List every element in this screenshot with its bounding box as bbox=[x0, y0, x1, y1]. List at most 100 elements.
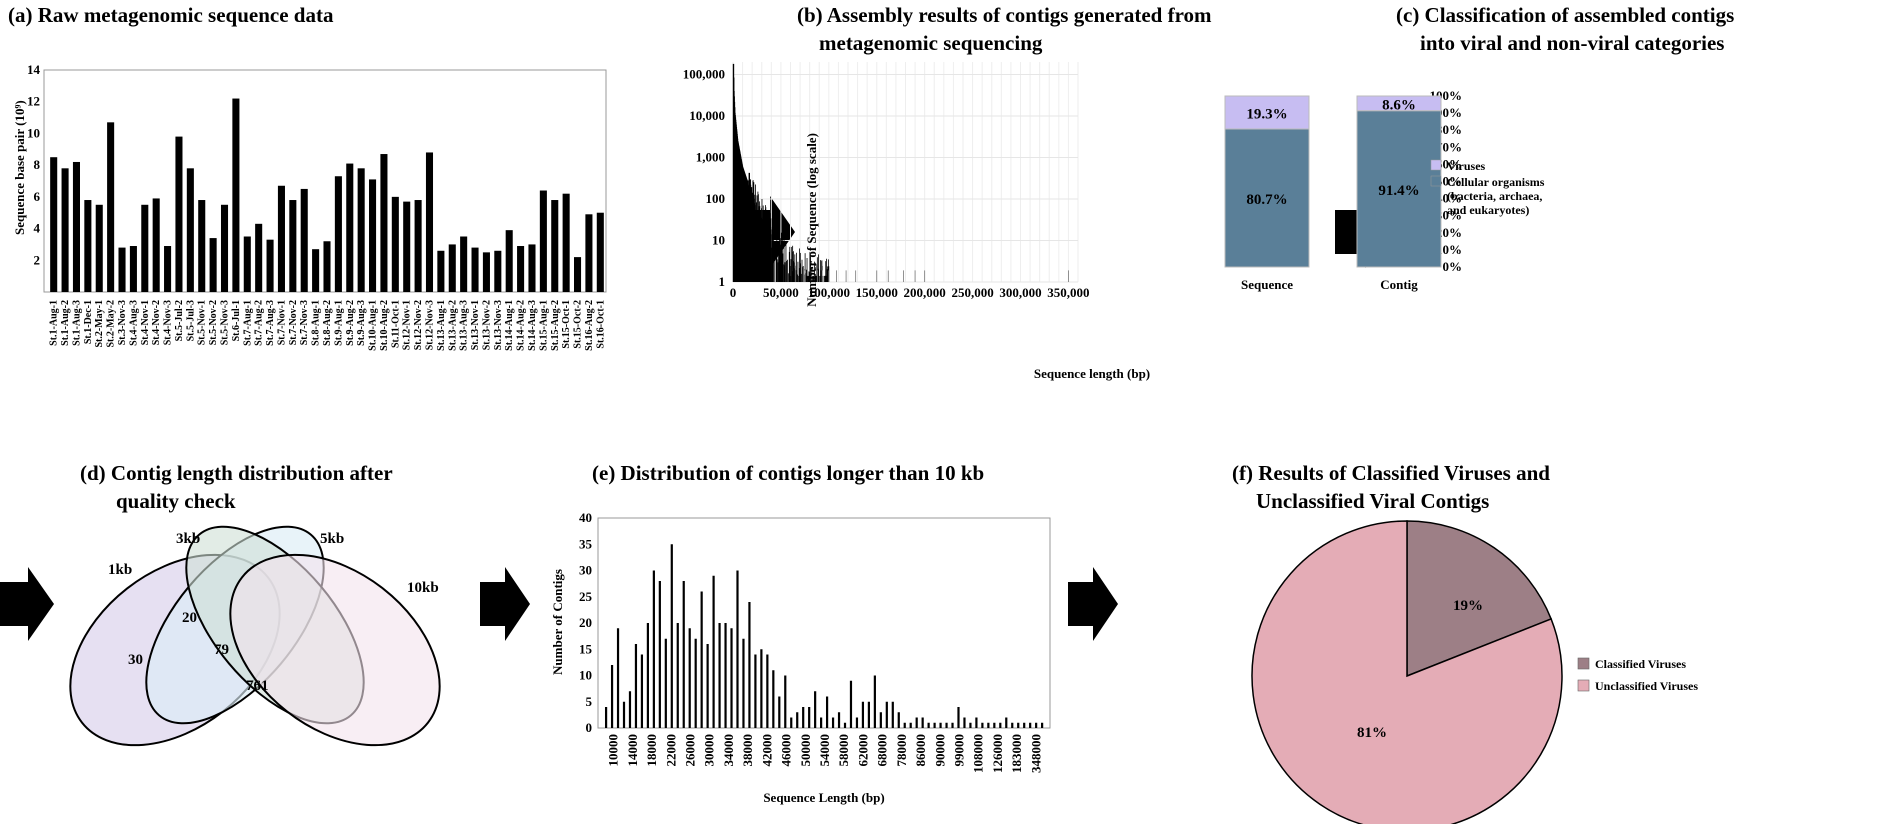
panel-a-y-label: Sequence base pair (10⁹) bbox=[12, 100, 27, 235]
y-tick-label: 14 bbox=[27, 62, 41, 77]
panel-a-y-unit: (10⁹) bbox=[12, 100, 27, 126]
bar bbox=[646, 623, 649, 728]
segment-label: 91.4% bbox=[1378, 183, 1419, 199]
bar bbox=[903, 722, 906, 728]
x-tick-label: 54000 bbox=[817, 734, 832, 767]
x-tick-label: St.7-Nov-1 bbox=[276, 300, 287, 345]
x-tick-label: St.14-Aug-1 bbox=[504, 300, 515, 351]
x-tick-label: 90000 bbox=[932, 734, 947, 767]
bar bbox=[891, 701, 894, 728]
panel-c-title-line-2: into viral and non-viral categories bbox=[1420, 31, 1724, 55]
x-tick-label: 68000 bbox=[875, 734, 890, 767]
bar bbox=[604, 707, 608, 728]
bar bbox=[243, 236, 251, 292]
bar bbox=[596, 212, 604, 292]
bar bbox=[814, 691, 817, 728]
x-tick-label: St.5-Jul-2 bbox=[174, 300, 185, 341]
panel-e-title: (e) Distribution of contigs longer than … bbox=[592, 461, 984, 485]
panel-c: (c) Classification of assembled contigs … bbox=[1224, 3, 1734, 292]
bar bbox=[403, 201, 411, 292]
panel-f-title-line-1: (f) Results of Classified Viruses and bbox=[1232, 461, 1550, 485]
panel-f-pie: 19% 81% bbox=[1251, 520, 1563, 829]
x-tick-label: St.9-Aug-2 bbox=[345, 300, 356, 346]
panel-a-bars bbox=[50, 98, 604, 293]
segment-label: 8.6% bbox=[1382, 97, 1416, 113]
x-tick-label: St.8-Aug-1 bbox=[311, 300, 322, 346]
bar bbox=[622, 701, 626, 728]
bar bbox=[784, 675, 787, 728]
venn-value-1kb-3kb: 20 bbox=[182, 610, 197, 626]
x-tick-label: St.7-Nov-3 bbox=[299, 300, 310, 345]
y-tick-label: 35 bbox=[579, 536, 593, 551]
panel-e-plot-frame bbox=[597, 517, 1051, 729]
venn-label-3kb: 3kb bbox=[176, 531, 200, 547]
y-tick-label: 50% bbox=[1436, 174, 1462, 189]
venn-value-1kb-3kb-5kb: 79 bbox=[214, 642, 229, 658]
pie-slice bbox=[1406, 520, 1553, 678]
x-tick-label: St.6-Jul-1 bbox=[231, 300, 242, 341]
bar bbox=[706, 644, 709, 728]
arrow-right-icon bbox=[480, 567, 530, 641]
bar bbox=[975, 717, 978, 728]
panel-b-title-line-1: (b) Assembly results of contigs generate… bbox=[797, 3, 1212, 27]
panel-c-title-line-1: (c) Classification of assembled contigs bbox=[1396, 3, 1734, 27]
panel-a-title: (a) Raw metagenomic sequence data bbox=[8, 3, 334, 27]
panel-e-y-ticks: 0 5 10 15 20 25 30 35 40 bbox=[579, 510, 593, 735]
bar bbox=[118, 247, 126, 292]
venn-label-5kb: 5kb bbox=[320, 531, 344, 547]
y-tick-label: 30% bbox=[1436, 208, 1462, 223]
x-tick-label: 38000 bbox=[740, 734, 755, 767]
bar bbox=[1035, 722, 1038, 728]
panel-e-x-label: Sequence Length (bp) bbox=[763, 790, 884, 805]
bar bbox=[494, 250, 502, 292]
bar bbox=[999, 722, 1002, 728]
bar bbox=[1011, 722, 1014, 728]
stacked-bar-segment bbox=[1356, 95, 1442, 112]
x-tick-label: 50000 bbox=[798, 734, 813, 767]
x-tick-label: Sequence bbox=[1241, 277, 1293, 292]
x-tick-label: St.15-Aug-1 bbox=[538, 300, 549, 351]
legend-swatch bbox=[1430, 159, 1442, 171]
bar bbox=[175, 136, 183, 292]
bar bbox=[987, 722, 990, 728]
bar bbox=[1023, 722, 1026, 728]
x-tick-label: St.13-Aug-3 bbox=[459, 300, 470, 351]
legend-label: Viruses bbox=[1447, 159, 1486, 173]
bar bbox=[505, 230, 513, 292]
bar bbox=[129, 246, 137, 292]
bar bbox=[879, 712, 882, 728]
bar bbox=[957, 707, 960, 728]
x-tick-label: 30000 bbox=[702, 734, 717, 767]
bar bbox=[652, 570, 655, 728]
bar bbox=[760, 649, 763, 728]
bar bbox=[730, 628, 733, 728]
panel-a-y-label-text: Sequence base pair bbox=[12, 129, 27, 235]
y-tick-label: 0% bbox=[1443, 259, 1463, 274]
panel-f-legend: Classified Viruses Unclassified Viruses bbox=[1577, 657, 1698, 693]
y-tick-label: 1,000 bbox=[696, 149, 725, 164]
x-tick-label: St.2-May-2 bbox=[106, 300, 117, 348]
bar bbox=[312, 249, 320, 292]
x-tick-label: St.16-Aug-2 bbox=[584, 300, 595, 351]
x-tick-label: St.10-Aug-1 bbox=[368, 300, 379, 351]
bar bbox=[640, 654, 644, 728]
x-tick-label: St.7-Aug-2 bbox=[254, 300, 265, 346]
x-tick-label: St.5-Nov-3 bbox=[220, 300, 231, 345]
x-tick-label: St.9-Aug-1 bbox=[333, 300, 344, 346]
bar bbox=[790, 717, 793, 728]
x-tick-label: St.13-Aug-2 bbox=[447, 300, 458, 351]
x-tick-label: St.13-Nov-1 bbox=[470, 300, 481, 350]
x-tick-label: 126000 bbox=[990, 734, 1005, 773]
y-tick-label: 6 bbox=[34, 189, 41, 204]
bar bbox=[849, 680, 853, 728]
y-tick-label: 1 bbox=[719, 274, 726, 289]
panel-b-y-label: Number of Sequence (log scale) bbox=[804, 133, 819, 307]
bar bbox=[72, 161, 80, 292]
segment-label: 80.7% bbox=[1246, 192, 1287, 208]
y-tick-label: 100,000 bbox=[683, 66, 725, 81]
x-tick-label: St.15-Oct-2 bbox=[573, 300, 584, 349]
bar bbox=[357, 168, 365, 292]
panel-e-x-ticks: 10000 14000 18000 22000 26000 30000 34000 38000… bbox=[606, 734, 1044, 773]
x-tick-label: St.8-Aug-2 bbox=[322, 300, 333, 346]
bar bbox=[460, 236, 468, 292]
